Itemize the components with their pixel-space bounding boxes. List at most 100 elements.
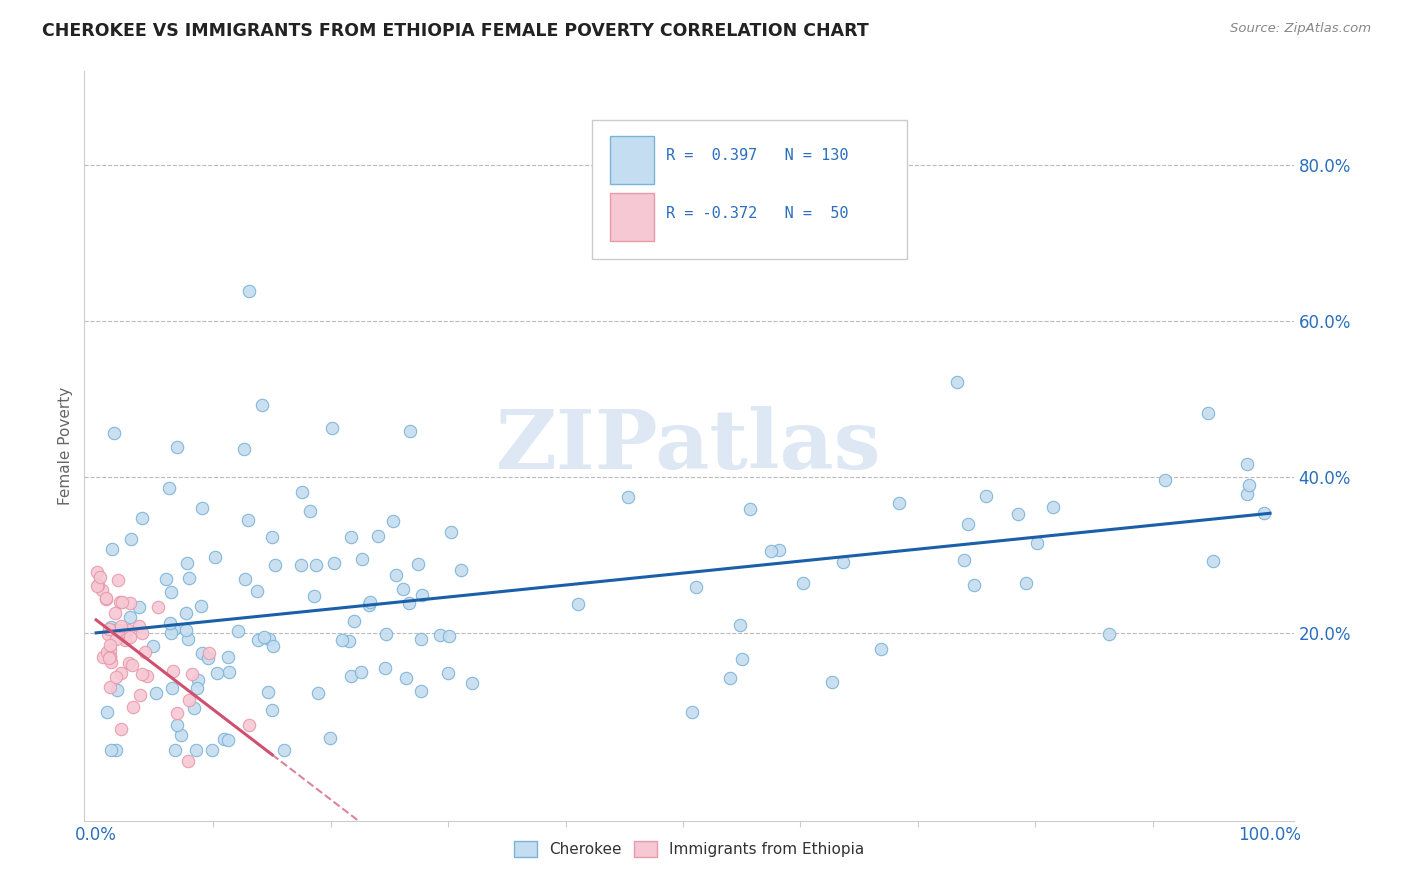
Point	[322, 556, 344, 570]
Point	[174, 623, 197, 637]
Point	[98, 649, 121, 664]
Point	[131, 666, 153, 681]
Point	[262, 639, 284, 653]
Point	[253, 630, 276, 644]
Point	[321, 421, 343, 435]
Point	[174, 607, 197, 621]
Point	[197, 651, 219, 665]
Point	[142, 640, 165, 654]
Point	[226, 624, 249, 638]
Point	[105, 683, 128, 698]
Point	[97, 626, 120, 640]
Point	[98, 680, 121, 694]
Point	[263, 558, 285, 572]
Point	[307, 686, 329, 700]
Point	[148, 599, 170, 614]
Point	[340, 530, 363, 544]
Point	[98, 649, 121, 664]
Point	[96, 705, 118, 719]
Point	[94, 591, 117, 606]
Point	[768, 542, 790, 557]
Text: R = -0.372   N =  50: R = -0.372 N = 50	[666, 206, 848, 221]
Point	[118, 610, 141, 624]
Point	[1202, 554, 1225, 568]
Point	[257, 685, 280, 699]
Point	[103, 606, 125, 620]
Point	[350, 665, 373, 679]
Point	[406, 557, 429, 571]
Point	[246, 632, 269, 647]
Point	[217, 650, 239, 665]
Point	[162, 664, 184, 678]
Point	[100, 620, 122, 634]
Point	[238, 718, 260, 732]
Point	[398, 424, 420, 438]
Point	[186, 743, 208, 757]
Point	[128, 618, 150, 632]
Point	[186, 681, 208, 695]
Point	[384, 568, 406, 582]
Point	[107, 573, 129, 587]
Point	[437, 629, 460, 643]
Point	[179, 693, 201, 707]
Point	[118, 596, 141, 610]
Point	[1042, 500, 1064, 515]
Point	[157, 481, 180, 495]
Point	[90, 583, 112, 598]
Point	[114, 633, 136, 648]
Point	[450, 563, 472, 577]
Point	[273, 743, 295, 757]
Point	[177, 571, 200, 585]
Point	[201, 743, 224, 757]
Point	[190, 599, 212, 613]
Point	[238, 284, 260, 298]
Point	[145, 686, 167, 700]
Point	[395, 671, 418, 685]
Point	[155, 573, 177, 587]
Point	[180, 667, 202, 681]
Point	[165, 743, 187, 757]
Point	[440, 525, 463, 540]
Point	[235, 572, 257, 586]
Point	[298, 504, 321, 518]
Point	[290, 485, 312, 500]
Point	[974, 489, 997, 503]
Point	[198, 646, 221, 660]
Point	[96, 591, 118, 605]
Point	[889, 496, 911, 510]
Point	[759, 543, 782, 558]
FancyBboxPatch shape	[610, 193, 654, 241]
Point	[131, 626, 153, 640]
Point	[87, 578, 110, 592]
Point	[946, 375, 969, 389]
Point	[870, 642, 893, 657]
Point	[105, 632, 128, 646]
Point	[290, 558, 312, 572]
Point	[685, 580, 707, 594]
Point	[103, 426, 125, 441]
Point	[359, 598, 381, 612]
Point	[375, 627, 398, 641]
Point	[104, 670, 127, 684]
Point	[128, 599, 150, 614]
Point	[217, 733, 239, 747]
Point	[1253, 506, 1275, 520]
Point	[110, 665, 132, 680]
Point	[118, 656, 141, 670]
Point	[1153, 473, 1175, 487]
Point	[429, 628, 451, 642]
Point	[160, 625, 183, 640]
Point	[117, 623, 139, 637]
Point	[96, 645, 118, 659]
Point	[91, 649, 114, 664]
Point	[108, 624, 131, 639]
Point	[98, 642, 121, 657]
Point	[343, 614, 366, 628]
Point	[187, 673, 209, 687]
Point	[100, 655, 122, 669]
Point	[1014, 576, 1036, 591]
Point	[821, 674, 844, 689]
Point	[98, 651, 121, 665]
Point	[359, 595, 381, 609]
Point	[232, 442, 254, 456]
